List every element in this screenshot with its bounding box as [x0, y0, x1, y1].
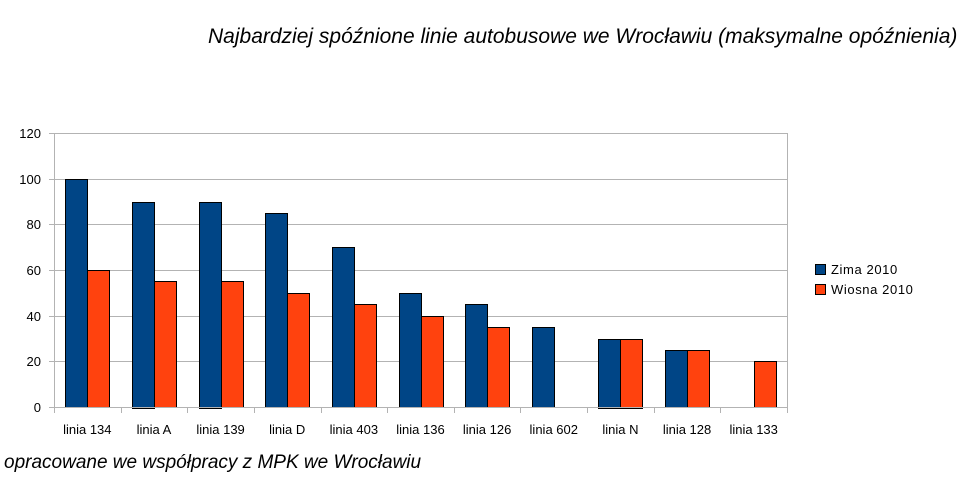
legend-swatch	[815, 284, 826, 295]
x-tick-label: linia 602	[530, 422, 578, 437]
bar-zima	[199, 202, 222, 409]
bar-zima	[265, 213, 288, 408]
x-tick-label: linia 136	[396, 422, 444, 437]
bar-wiosna	[287, 293, 310, 408]
x-tick-label: linia 133	[729, 422, 777, 437]
bar-zima	[532, 327, 555, 408]
bar-zima	[132, 202, 155, 409]
bar-wiosna	[687, 350, 710, 408]
y-tick-label: 0	[34, 400, 41, 415]
bar-wiosna	[620, 339, 643, 409]
y-tick-label: 20	[27, 354, 41, 369]
x-tick-label: linia 134	[63, 422, 111, 437]
bar-wiosna	[421, 316, 444, 408]
legend-label: Wiosna 2010	[831, 282, 913, 297]
bar-wiosna	[754, 361, 777, 408]
x-tick-label: linia N	[602, 422, 638, 437]
y-tick-label: 40	[27, 309, 41, 324]
bar-zima	[665, 350, 688, 408]
legend-label: Zima 2010	[831, 262, 898, 277]
y-tick-label: 120	[19, 126, 41, 141]
bar-zima	[465, 304, 488, 408]
bar-wiosna	[221, 281, 244, 408]
y-tick-label: 100	[19, 172, 41, 187]
x-tick-label: linia 126	[463, 422, 511, 437]
bar-wiosna	[354, 304, 377, 408]
x-tick-label: linia D	[269, 422, 305, 437]
bars	[65, 179, 777, 409]
x-tick-label: linia 139	[196, 422, 244, 437]
axes: 0 20 40 60 80 100 120 linia 134 linia A linia 139…	[19, 126, 788, 437]
bar-zima	[399, 293, 422, 408]
y-tick-label: 60	[27, 263, 41, 278]
bar-zima	[598, 339, 621, 409]
legend-swatch	[815, 264, 826, 275]
bar-zima	[65, 179, 88, 408]
bar-zima	[332, 247, 355, 408]
chart-footer: opracowane we współpracy z MPK we Wrocła…	[4, 452, 422, 473]
x-tick-label: linia 403	[330, 422, 378, 437]
chart-title: Najbardziej spóźnione linie autobusowe w…	[208, 25, 958, 48]
x-tick-label: linia 128	[663, 422, 711, 437]
x-tick-label: linia A	[137, 422, 172, 437]
bar-wiosna	[154, 281, 177, 408]
bar-wiosna	[487, 327, 510, 408]
bar-wiosna	[87, 270, 110, 408]
legend: Zima 2010 Wiosna 2010	[815, 262, 913, 297]
y-tick-label: 80	[27, 217, 41, 232]
